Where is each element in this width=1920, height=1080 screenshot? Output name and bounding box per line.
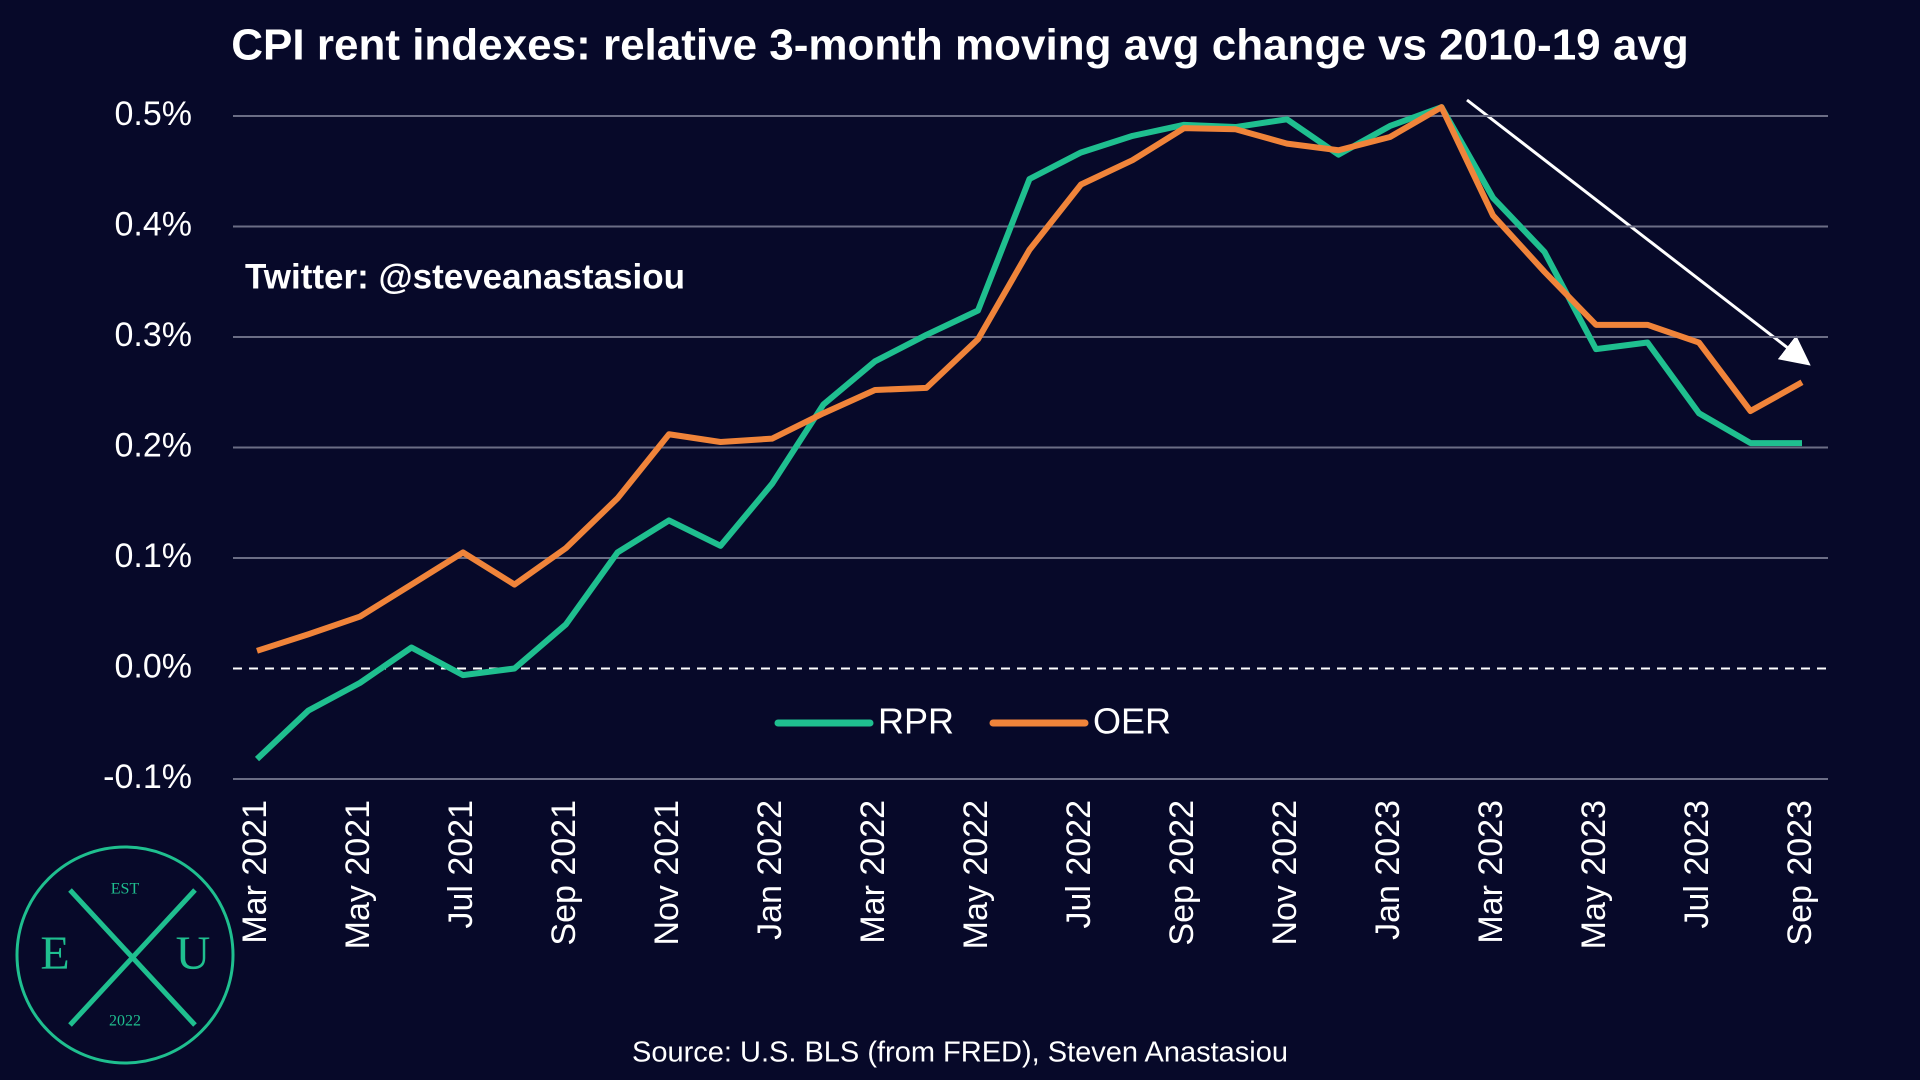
logo-x [68,888,197,1027]
y-tick-label: 0.2% [115,426,193,464]
series-line [254,104,1802,762]
x-tick-label: Mar 2022 [854,800,892,944]
x-tick-label: Jan 2022 [751,800,789,940]
logo-ring [15,845,235,1065]
x-tick-label: Mar 2023 [1472,800,1510,944]
y-tick-label: 0.4% [115,205,193,243]
chart-title: CPI rent indexes: relative 3-month movin… [231,21,1688,70]
x-tick-label: Jan 2023 [1369,800,1407,940]
source: Source: U.S. BLS (from FRED), Steven Ana… [632,1037,1288,1069]
series-line [256,104,1804,654]
x-tick-label: Sep 2022 [1163,800,1201,946]
x-tick-label: Jul 2022 [1060,800,1098,929]
x-tick-label: Nov 2022 [1266,800,1304,946]
y-tick-label: 0.1% [115,537,193,575]
y-tick-label: 0.5% [115,95,193,133]
x-tick-label: Sep 2023 [1781,800,1819,946]
annotation: Twitter: @steveanastasiou [245,257,685,296]
logo-text: E [40,927,69,980]
x-tick-label: Sep 2021 [545,800,583,946]
y-tick-label: 0.3% [115,316,193,354]
x-tick-label: May 2021 [339,800,377,949]
logo-text: EST [111,881,140,898]
x-tick-label: Jul 2023 [1678,800,1716,929]
x-tick-label: May 2022 [957,800,995,949]
y-tick-label: -0.1% [103,758,192,796]
logo-text: 2022 [109,1013,141,1030]
logo: EST E U 2022 [15,845,235,1065]
x-tick-label: Jul 2021 [442,800,480,929]
x-tick-label: May 2023 [1575,800,1613,949]
x-tick-label: Mar 2021 [236,800,274,944]
logo-text: U [176,927,211,980]
x-tick-label: Nov 2021 [648,800,686,946]
trend-arrow [1466,98,1811,366]
y-tick-label: 0.0% [115,647,193,685]
legend-label: OER [1093,701,1171,742]
legend-label: RPR [878,701,954,742]
